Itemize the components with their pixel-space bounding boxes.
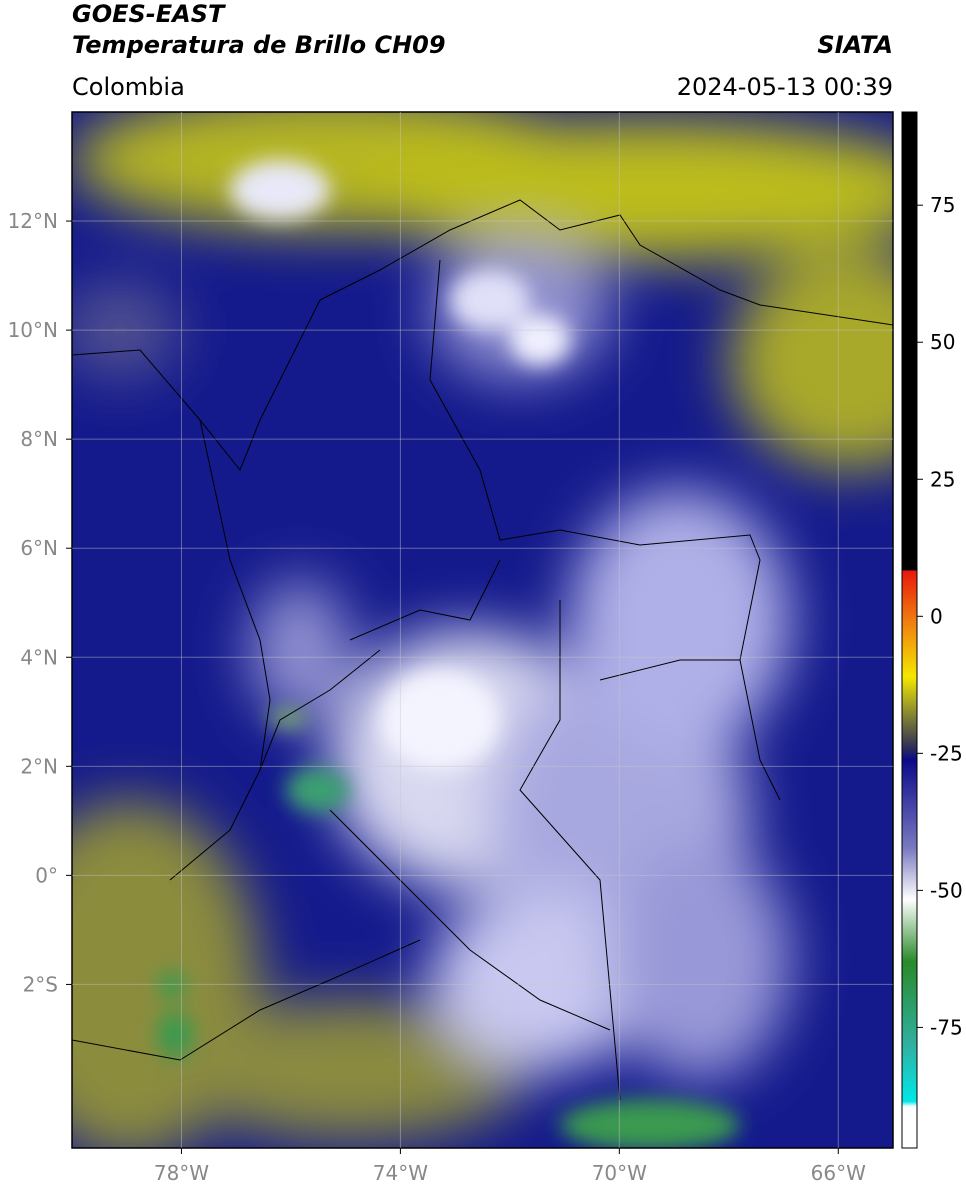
lon-label: 78°W bbox=[154, 1161, 209, 1185]
lon-label: 66°W bbox=[811, 1161, 866, 1185]
colorbar-label: -25 bbox=[930, 741, 963, 765]
map-frame bbox=[71, 111, 894, 1149]
colorbar bbox=[901, 111, 918, 1149]
lat-label: 12°N bbox=[8, 209, 58, 233]
title: GOES-EAST bbox=[72, 0, 226, 28]
agency: SIATA bbox=[817, 31, 893, 59]
title: Temperatura de Brillo CH09 bbox=[72, 31, 446, 59]
colorbar-label: -50 bbox=[930, 878, 963, 902]
colorbar-label: 75 bbox=[930, 193, 955, 217]
datetime: 2024-05-13 00:39 bbox=[677, 73, 893, 101]
colorbar-label: 25 bbox=[930, 467, 955, 491]
lat-label: 10°N bbox=[8, 318, 58, 342]
region: Colombia bbox=[72, 73, 185, 101]
lon-label: 74°W bbox=[373, 1161, 428, 1185]
lat-label: 2°S bbox=[23, 972, 58, 996]
lat-label: 2°N bbox=[20, 754, 58, 778]
satellite-image bbox=[72, 112, 893, 1148]
lat-label: 6°N bbox=[20, 536, 58, 560]
lat-label: 8°N bbox=[20, 427, 58, 451]
lat-label: 0° bbox=[35, 863, 58, 887]
colorbar-label: 50 bbox=[930, 330, 955, 354]
lat-label: 4°N bbox=[20, 645, 58, 669]
colorbar-label: 0 bbox=[930, 604, 943, 628]
lon-label: 70°W bbox=[592, 1161, 647, 1185]
colorbar-label: -75 bbox=[930, 1015, 963, 1039]
